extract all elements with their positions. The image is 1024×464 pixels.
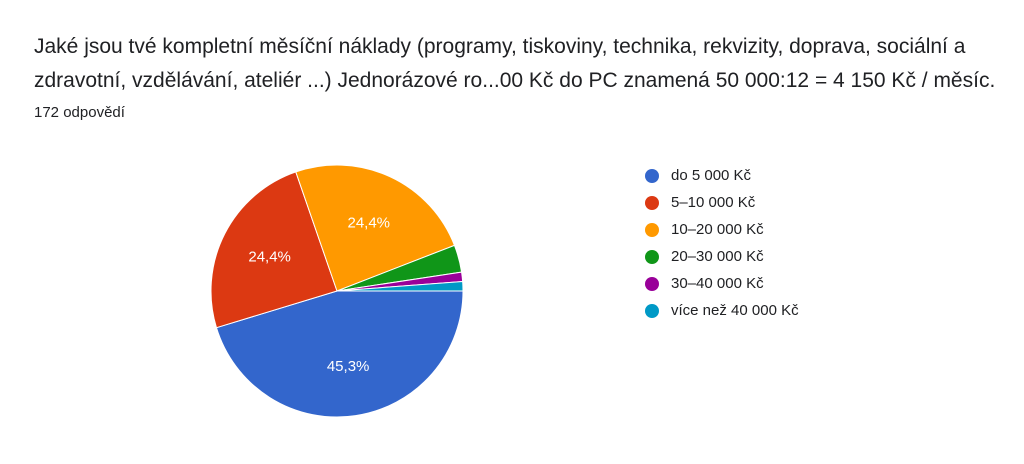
legend-label: do 5 000 Kč [671, 167, 752, 184]
pie-slice-1[interactable] [215, 290, 464, 418]
legend-item[interactable]: 5–10 000 Kč [645, 189, 799, 216]
legend-item[interactable]: více než 40 000 Kč [645, 297, 799, 324]
legend-label: 5–10 000 Kč [671, 194, 756, 211]
pie-slice-2[interactable] [210, 171, 338, 329]
legend-swatch [645, 168, 659, 183]
legend-swatch [645, 195, 659, 210]
legend-label: více než 40 000 Kč [671, 302, 799, 319]
pie-slice-3[interactable] [295, 164, 456, 292]
legend-swatch [645, 249, 659, 264]
pie-slice-6[interactable] [336, 280, 464, 292]
question-title: Jaké jsou tvé kompletní měsíční náklady … [34, 35, 996, 92]
chart-legend: do 5 000 Kč 5–10 000 Kč 10–20 000 Kč 20–30 … [645, 162, 799, 324]
legend-swatch [645, 222, 659, 237]
legend-item[interactable]: 10–20 000 Kč [645, 216, 799, 243]
legend-label: 30–40 000 Kč [671, 275, 764, 292]
legend-swatch [645, 303, 659, 318]
slice-data-label: 24,4% [248, 249, 291, 266]
legend-label: 20–30 000 Kč [671, 248, 764, 265]
legend-item[interactable]: 20–30 000 Kč [645, 243, 799, 270]
legend-item[interactable]: 30–40 000 Kč [645, 270, 799, 297]
slice-data-label: 24,4% [347, 214, 390, 231]
legend-item[interactable]: do 5 000 Kč [645, 162, 799, 189]
legend-label: 10–20 000 Kč [671, 221, 764, 238]
legend-swatch [645, 276, 659, 291]
response-count: 172 odpovědí [34, 104, 125, 121]
slice-data-label: 45,3% [327, 358, 370, 375]
